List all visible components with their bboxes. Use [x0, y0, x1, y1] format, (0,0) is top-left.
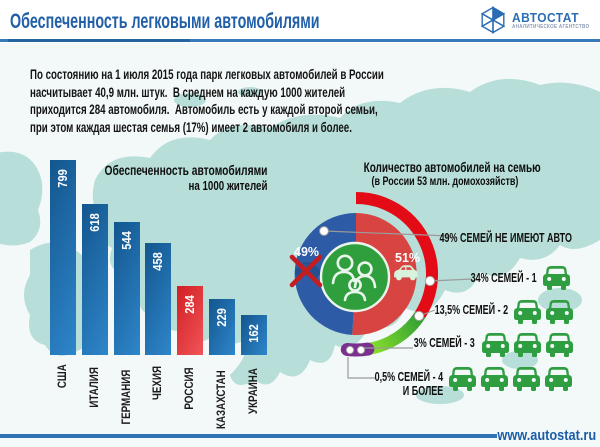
bar-category-label: ГЕРМАНИЯ — [121, 369, 133, 425]
bar-category-label: УКРАИНА — [248, 368, 260, 415]
page-title: Обеспеченность легковыми автомобилями — [10, 10, 320, 33]
autostat-logo-subtext: АНАЛИТИЧЕСКОЕ АГЕНТСТВО — [511, 23, 590, 30]
header-divider-accent — [8, 39, 190, 42]
legend-car-icons-4 — [449, 367, 572, 391]
bar-value-label: 799 — [55, 169, 70, 188]
legend-label-4-cars: 0,5% СЕМЕЙ - 4 — [374, 370, 443, 384]
website-url: www.autostat.ru — [497, 427, 596, 444]
car-front-icon — [449, 367, 476, 391]
pie-chart-title: Количество автомобилей на семью (в Росси… — [363, 160, 541, 188]
bar-value-label: 229 — [214, 308, 229, 327]
intro-line: По состоянию на 1 июля 2015 года парк ле… — [30, 67, 384, 82]
ring-arc-1-car — [355, 192, 439, 318]
header-divider — [0, 39, 600, 42]
bar-value-label: 458 — [150, 252, 165, 271]
legend-label-3-cars: 3% СЕМЕЙ - 3 — [414, 336, 475, 350]
car-front-icon — [514, 333, 541, 357]
legend-car-icons-1 — [543, 266, 570, 290]
car-front-icon — [513, 367, 540, 391]
footer-divider — [0, 434, 497, 438]
red-cross-icon — [289, 254, 323, 288]
legend-car-icons-3 — [482, 333, 573, 357]
intro-line: приходится 284 автомобиля. Автомобиль ес… — [30, 102, 378, 117]
bar-РОССИЯ — [177, 286, 203, 355]
intro-line: насчитывает 40,9 млн. штук. В среднем на… — [30, 84, 346, 100]
legend-label-no-car: 49% СЕМЕЙ НЕ ИМЕЮТ АВТО — [439, 231, 572, 245]
bar-category-label: КАЗАХСТАН — [216, 370, 228, 429]
bar-УКРАИНА — [241, 315, 267, 355]
car-front-icon — [546, 300, 573, 324]
pie-right-percent-label: 51% — [395, 251, 420, 265]
intro-line: при этом каждая шестая семья (17%) имеет… — [30, 119, 352, 135]
autostat-logo-text: АВТОСТАТ — [511, 9, 580, 25]
bar-chart-title: Обеспеченность автомобилями на 1000 жите… — [104, 163, 267, 193]
car-front-icon — [543, 266, 570, 290]
bar-category-label: США — [57, 364, 69, 389]
bar-value-label: 284 — [182, 295, 197, 314]
legend-car-icons-2 — [514, 300, 573, 324]
family-icon — [319, 241, 391, 313]
callout-dots — [319, 226, 436, 355]
bar-ЧЕХИЯ — [145, 243, 171, 355]
bar-category-label: ИТАЛИЯ — [89, 367, 101, 408]
bar-США — [50, 160, 76, 355]
bar-ИТАЛИЯ — [82, 204, 108, 355]
pie-chart: 49% 51% — [289, 192, 473, 379]
bar-value-label: 162 — [246, 324, 261, 343]
bar-ГЕРМАНИЯ — [114, 222, 140, 355]
intro-paragraph: По состоянию на 1 июля 2015 года парк ле… — [30, 67, 521, 137]
autostat-hexagon-icon — [480, 6, 506, 34]
car-front-icon — [546, 333, 573, 357]
autostat-logo: АВТОСТАТ АНАЛИТИЧЕСКОЕ АГЕНТСТВО — [477, 4, 596, 36]
bar-value-label: 618 — [87, 213, 102, 232]
bar-value-label: 544 — [119, 231, 134, 250]
bar-category-label: ЧЕХИЯ — [152, 365, 164, 400]
header: Обеспеченность легковыми автомобилями АВ… — [0, 0, 600, 43]
bar-КАЗАХСТАН — [209, 299, 235, 355]
car-front-icon — [545, 367, 572, 391]
bar-category-label: РОССИЯ — [184, 367, 196, 410]
car-front-icon — [481, 367, 508, 391]
car-front-icon — [514, 300, 541, 324]
legend-label-4-cars-2: И БОЛЕЕ — [402, 384, 443, 398]
legend-label-1-car: 34% СЕМЕЙ - 1 — [471, 271, 537, 285]
car-front-icon — [482, 333, 509, 357]
legend-label-2-cars: 13,5% СЕМЕЙ - 2 — [434, 303, 508, 317]
pie-left-percent-label: 49% — [294, 245, 319, 259]
